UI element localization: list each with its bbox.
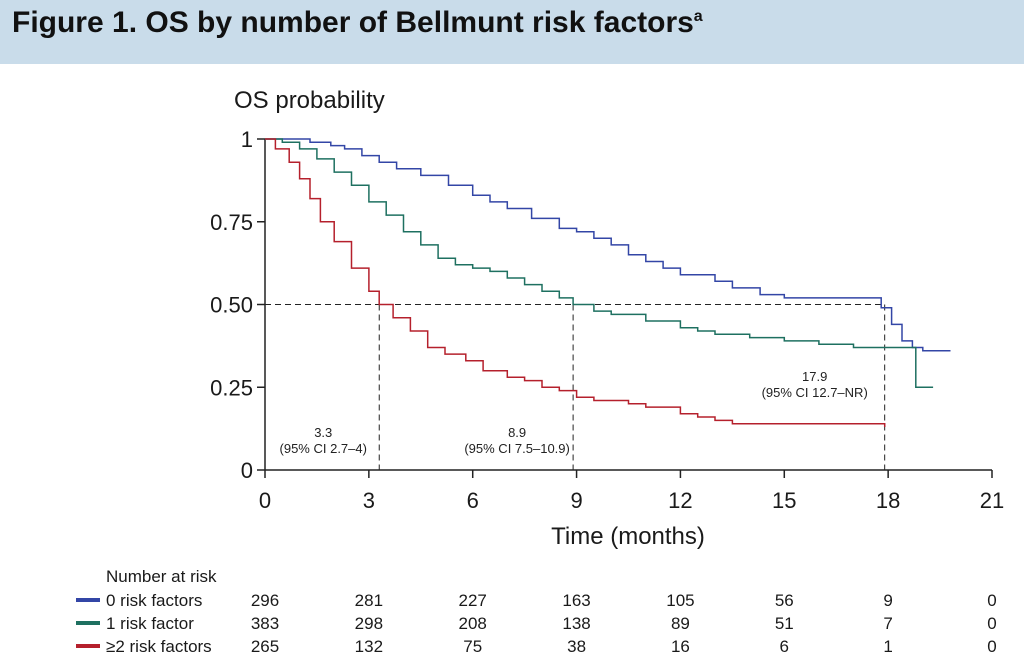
x-axis-title: Time (months) [551, 523, 705, 550]
figure-title-text: Figure 1. OS by number of Bellmunt risk … [12, 6, 694, 39]
risk-count: 0 [987, 637, 996, 656]
survival-curves [265, 138, 951, 427]
x-tick-label: 0 [259, 488, 271, 513]
risk-count: 383 [251, 614, 279, 633]
y-tick-label: 0.50 [210, 293, 253, 318]
x-tick-label: 18 [876, 488, 900, 513]
median-ci-label: (95% CI 7.5–10.9) [464, 441, 570, 456]
risk-count: 9 [883, 591, 892, 610]
risk-row-label: ≥2 risk factors [106, 637, 212, 656]
figure-title-superscript: a [693, 8, 703, 25]
median-ci-label: (95% CI 12.7–NR) [762, 385, 868, 400]
risk-count: 1 [883, 637, 892, 656]
risk-count: 75 [463, 637, 482, 656]
x-tick-label: 3 [363, 488, 375, 513]
x-tick-label: 12 [668, 488, 692, 513]
risk-count: 208 [459, 614, 487, 633]
risk-row-label: 0 risk factors [106, 591, 202, 610]
median-ci-label: (95% CI 2.7–4) [280, 441, 367, 456]
y-tick-label: 0.25 [210, 375, 253, 400]
risk-count: 16 [671, 637, 690, 656]
y-tick-label: 1 [241, 127, 253, 152]
risk-count: 163 [562, 591, 590, 610]
risk-count: 0 [987, 591, 996, 610]
risk-count: 51 [775, 614, 794, 633]
y-tick-label: 0 [241, 458, 253, 483]
risk-count: 6 [780, 637, 789, 656]
risk-count: 89 [671, 614, 690, 633]
risk-count: 138 [562, 614, 590, 633]
x-tick-label: 6 [467, 488, 479, 513]
risk-count: 281 [355, 591, 383, 610]
risk-count: 227 [459, 591, 487, 610]
risk-count: 105 [666, 591, 694, 610]
survival-curve [265, 138, 886, 427]
survival-curve [265, 138, 951, 352]
risk-count: 298 [355, 614, 383, 633]
median-value-label: 8.9 [508, 425, 526, 440]
risk-count: 132 [355, 637, 383, 656]
x-tick-label: 21 [980, 488, 1004, 513]
x-tick-label: 9 [570, 488, 582, 513]
median-value-label: 3.3 [314, 425, 332, 440]
y-tick-label: 0.75 [210, 210, 253, 235]
median-reference-lines [265, 304, 886, 470]
risk-count: 265 [251, 637, 279, 656]
risk-table-title: Number at risk [106, 567, 217, 586]
risk-count: 56 [775, 591, 794, 610]
risk-count: 7 [883, 614, 892, 633]
risk-count: 38 [567, 637, 586, 656]
risk-row-label: 1 risk factor [106, 614, 194, 633]
survival-curve [265, 138, 934, 389]
axes: 0 0.25 0.50 0.75 1 0 3 6 9 12 15 18 21 [210, 127, 1004, 513]
figure-header: Figure 1. OS by number of Bellmunt risk … [0, 0, 1024, 64]
x-tick-label: 15 [772, 488, 796, 513]
risk-count: 296 [251, 591, 279, 610]
number-at-risk-table: Number at risk 0 risk factors 296 281 227 16… [76, 567, 997, 656]
y-axis-title: OS probability [234, 87, 385, 114]
figure-title: Figure 1. OS by number of Bellmunt risk … [12, 6, 703, 40]
median-value-label: 17.9 [802, 369, 827, 384]
median-annotations: 3.3(95% CI 2.7–4) 8.9(95% CI 7.5–10.9) 17.… [280, 369, 868, 456]
risk-count: 0 [987, 614, 996, 633]
